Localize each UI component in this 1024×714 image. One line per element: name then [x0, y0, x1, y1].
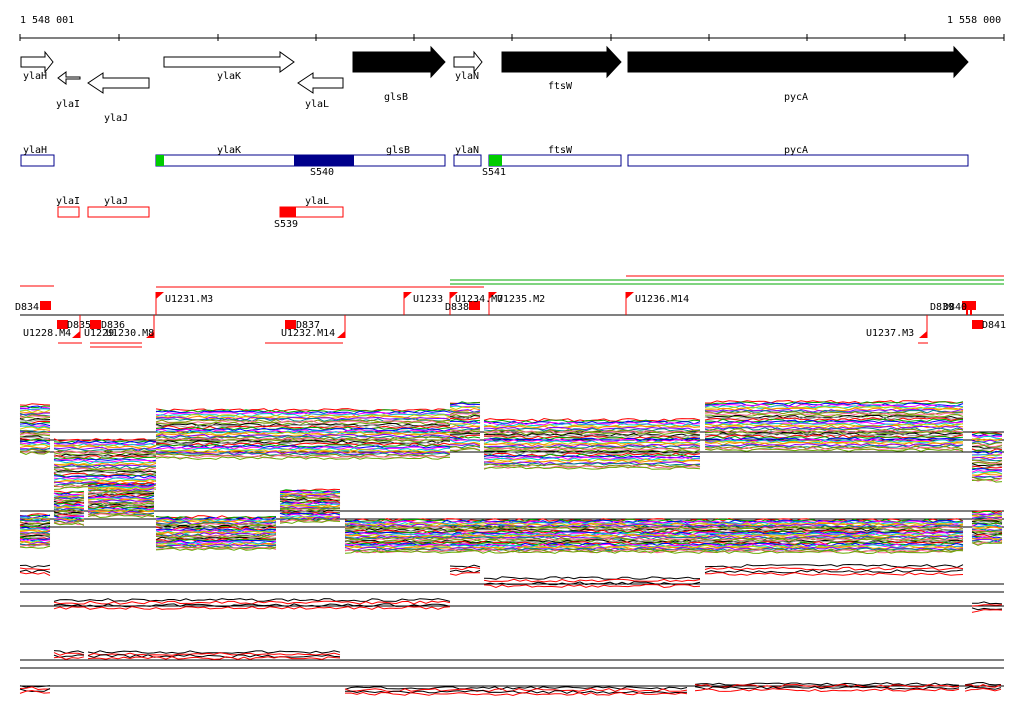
expression-panel-forward — [19, 399, 1004, 491]
gene-arrow-ftsW[interactable] — [501, 45, 622, 79]
reverse-transcript-track: ylaI ylaJ ylaL S539 — [56, 196, 344, 230]
profile1-trace — [19, 408, 1003, 451]
profile2-trace — [19, 514, 1002, 555]
profile1-trace — [19, 406, 1003, 449]
profile2-trace — [19, 504, 1003, 545]
gene-arrow-glsB[interactable] — [352, 45, 446, 79]
transcript-ylaJ[interactable] — [87, 206, 150, 218]
gene-label-ylaN: ylaN — [455, 71, 479, 82]
expression-panel-reverse — [19, 482, 1004, 555]
feature-label-D836: D836 — [101, 320, 125, 331]
profile1-trace — [19, 419, 1003, 462]
gene-arrow-ylaJ[interactable] — [87, 72, 150, 94]
gene-label-ylaH: ylaH — [23, 71, 47, 82]
transcript-label-ylaK: ylaK — [217, 145, 241, 156]
transcript-ylaN[interactable] — [453, 154, 482, 167]
summary-panel-forward — [19, 563, 1004, 613]
gene-arrow-pycA[interactable] — [627, 45, 969, 79]
axis-end-label: 1 558 000 — [947, 15, 1001, 26]
site-label-S539: S539 — [274, 219, 298, 230]
transcript-pycA[interactable] — [627, 154, 969, 167]
gene-arrow-ylaH[interactable] — [20, 50, 54, 74]
profile1-trace — [19, 416, 1003, 458]
feature-label-U1228: U1228.M4 — [23, 328, 71, 339]
gene-arrow-ylaL[interactable] — [297, 72, 344, 94]
site-label-S540: S540 — [310, 167, 334, 178]
site-S540-marker[interactable] — [294, 155, 354, 166]
gene-label-ftsW: ftsW — [548, 81, 573, 92]
feature-label-D838: D838 — [445, 302, 469, 313]
gene-label-pycA: pycA — [784, 92, 808, 103]
site-S541-marker[interactable] — [489, 155, 502, 166]
gene-arrow-ylaN[interactable] — [453, 50, 483, 74]
transcript-label-ylaN: ylaN — [455, 145, 479, 156]
feature-label-D835: D835 — [67, 320, 91, 331]
transcript-ylaH[interactable] — [20, 154, 55, 167]
gene-label-ylaJ: ylaJ — [104, 113, 128, 124]
feature-label-D839: D839 — [930, 302, 954, 313]
summary1-trace — [19, 572, 1003, 613]
profile1-trace — [19, 427, 1003, 470]
profile1-trace — [19, 401, 1003, 444]
gene-arrow-ylaI[interactable] — [57, 71, 81, 85]
transcript-ylaI[interactable] — [57, 206, 80, 218]
transcript-label-ylaJ: ylaJ — [104, 196, 128, 207]
gene-label-ylaL: ylaL — [305, 99, 329, 110]
feature-label-U1237: U1237.M3 — [866, 328, 914, 339]
site-green-marker[interactable] — [156, 155, 164, 166]
profile1-trace — [19, 409, 1003, 452]
feature-label-U1234: U1234.M7 — [455, 294, 503, 305]
feature-label-U1236: U1236.M14 — [635, 294, 689, 305]
profile1-trace — [19, 403, 1003, 446]
profile2-trace — [19, 507, 1003, 548]
forward-transcript-track: ylaH ylaK glsB S540 ylaN ftsW S541 pycA — [20, 145, 969, 178]
profile2-trace — [19, 483, 1003, 523]
profile1-trace — [19, 422, 1003, 465]
feature-label-D841: D841 — [982, 320, 1006, 331]
feature-label-U1229: U1229 — [84, 328, 114, 339]
coordinate-axis — [19, 34, 1005, 41]
transcript-label-ylaL: ylaL — [305, 196, 329, 207]
transcript-ftsW[interactable] — [488, 154, 622, 167]
transcript-label-ylaI: ylaI — [56, 196, 80, 207]
feature-label-D837: D837 — [296, 320, 320, 331]
profile1-trace — [20, 412, 1003, 455]
gene-label-ylaK: ylaK — [217, 71, 241, 82]
summary2-trace — [19, 656, 1002, 697]
summary2-trace — [19, 654, 1002, 694]
transcript-label-pycA: pycA — [784, 145, 808, 156]
transcript-label-ylaH: ylaH — [23, 145, 47, 156]
site-label-S541: S541 — [482, 167, 506, 178]
feature-track: D834 D835 D836 D837 D838 D841 U1228.M4 U… — [15, 275, 1006, 348]
summary2-trace — [19, 652, 1002, 693]
feature-label-U1230: U1230.M8 — [106, 328, 154, 339]
summary1-trace — [19, 563, 1003, 605]
feature-label-U1232: U1232.M14 — [281, 328, 335, 339]
feature-label-U1235: U1235.M2 — [497, 294, 545, 305]
profile2-trace — [19, 482, 1003, 523]
summary2-trace — [19, 650, 1002, 691]
gene-label-glsB: glsB — [384, 92, 408, 103]
transcript-label-glsB: glsB — [386, 145, 410, 156]
feature-label-U1231: U1231.M3 — [165, 294, 213, 305]
feature-label-D834: D834 — [15, 302, 39, 313]
gene-arrow-ylaK[interactable] — [163, 51, 295, 73]
profile1-trace — [19, 413, 1003, 456]
transcript-label-ftsW: ftsW — [548, 145, 573, 156]
gene-track: ylaH ylaI ylaJ ylaK ylaL glsB ylaN ftsW … — [20, 45, 969, 124]
summary-panel-reverse — [19, 650, 1004, 697]
feature-label-U1233: U1233 — [413, 294, 443, 305]
axis-start-label: 1 548 001 — [20, 15, 74, 26]
gene-label-ylaI: ylaI — [56, 99, 80, 110]
site-S539-marker[interactable] — [280, 207, 296, 217]
profile1-trace — [19, 429, 1003, 472]
summary1-trace — [19, 569, 1003, 611]
feature-label-D840: D840 — [943, 302, 967, 313]
